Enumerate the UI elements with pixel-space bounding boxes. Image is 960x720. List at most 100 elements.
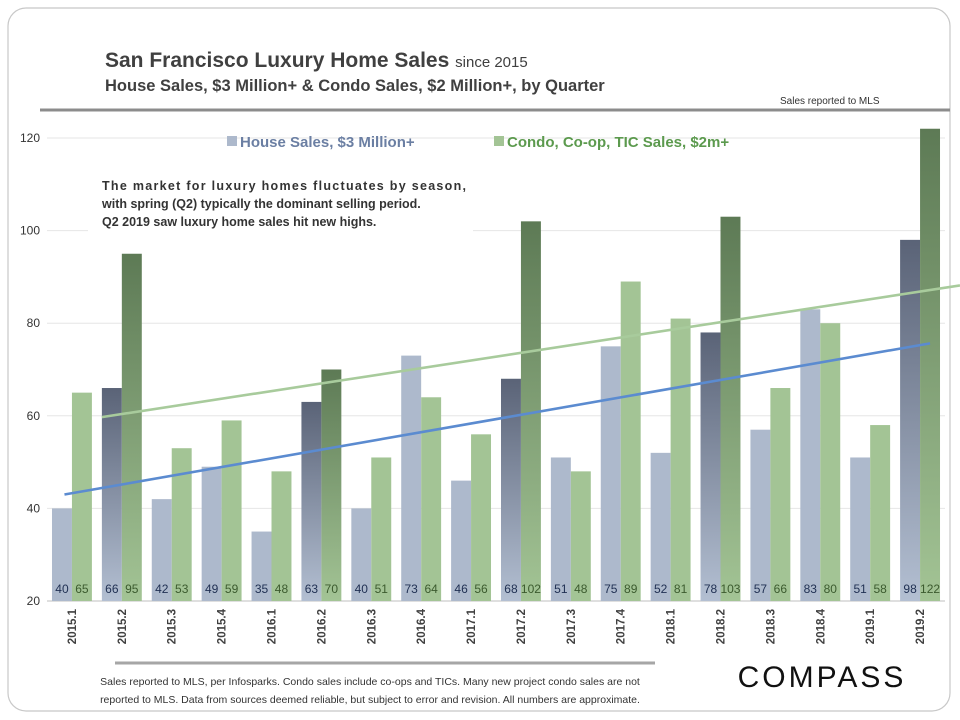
data-label-condo: 59: [225, 582, 239, 596]
footer-line-2: reported to MLS. Data from sources deeme…: [100, 694, 640, 706]
bar-condo-2017.1: [471, 434, 492, 601]
bar-house-2015.2: [101, 388, 122, 601]
data-label-house: 57: [754, 582, 768, 596]
bar-condo-2018.4: [820, 323, 841, 601]
bar-house-2017.4: [600, 346, 621, 601]
x-tick-label: 2016.2: [316, 609, 328, 644]
data-label-condo: 89: [624, 582, 638, 596]
legend: House Sales, $3 Million+ Condo, Co-op, T…: [227, 134, 729, 151]
bar-house-2016.1: [251, 531, 272, 601]
annotation-line-3: Q2 2019 saw luxury home sales hit new hi…: [102, 215, 376, 229]
data-label-condo: 80: [824, 582, 838, 596]
data-label-condo: 70: [325, 582, 339, 596]
bar-condo-2017.3: [570, 471, 591, 601]
data-label-condo: 102: [521, 582, 541, 596]
data-label-condo: 66: [774, 582, 788, 596]
x-tick-label: 2015.4: [217, 608, 229, 644]
bar-house-2016.4: [401, 355, 422, 601]
data-label-condo: 65: [75, 582, 89, 596]
bar-condo-2017.2: [520, 221, 541, 601]
data-label-house: 83: [804, 582, 818, 596]
data-label-condo: 56: [474, 582, 488, 596]
data-label-house: 35: [255, 582, 269, 596]
legend-label-condo: Condo, Co-op, TIC Sales, $2m+: [507, 134, 729, 151]
bar-condo-2016.3: [371, 457, 392, 601]
bar-condo-2018.1: [670, 318, 691, 601]
data-label-house: 51: [554, 582, 568, 596]
data-label-house: 78: [704, 582, 718, 596]
bar-condo-2015.2: [121, 253, 142, 601]
x-tick-label: 2017.2: [516, 609, 528, 644]
y-tick-label: 60: [27, 409, 41, 423]
data-label-house: 68: [504, 582, 518, 596]
data-label-house: 75: [604, 582, 618, 596]
bar-house-2018.2: [700, 332, 721, 601]
bar-condo-2015.3: [171, 448, 192, 601]
chart-title: San Francisco Luxury Home Sales since 20…: [105, 49, 528, 72]
bar-house-2019.2: [900, 239, 921, 602]
trendline-condo: [101, 284, 960, 419]
legend-label-house: House Sales, $3 Million+: [240, 134, 415, 151]
data-label-house: 66: [105, 582, 119, 596]
legend-swatch-house: [227, 136, 237, 146]
data-label-house: 40: [55, 582, 69, 596]
bar-house-2016.2: [301, 401, 322, 601]
data-label-condo: 48: [275, 582, 289, 596]
data-label-house: 73: [405, 582, 419, 596]
x-tick-label: 2015.1: [67, 608, 79, 644]
data-label-condo: 95: [125, 582, 139, 596]
data-label-house: 63: [305, 582, 319, 596]
bar-condo-2018.3: [770, 388, 791, 601]
x-tick-label: 2017.4: [616, 608, 628, 644]
bar-house-2017.3: [550, 457, 571, 601]
bar-condo-2016.4: [421, 397, 442, 601]
bar-house-2015.4: [201, 466, 222, 601]
data-label-house: 51: [854, 582, 868, 596]
x-tick-label: 2016.3: [366, 609, 378, 644]
data-label-condo: 51: [375, 582, 389, 596]
data-label-condo: 58: [873, 582, 887, 596]
bar-house-2019.1: [850, 457, 871, 601]
bar-house-2017.1: [451, 480, 472, 601]
data-label-house: 52: [654, 582, 668, 596]
bar-house-2015.3: [151, 499, 172, 601]
data-label-condo: 53: [175, 582, 189, 596]
annotation-line-1: The market for luxury homes fluctuates b…: [102, 179, 466, 193]
bar-house-2015.1: [51, 508, 72, 601]
bar-condo-2015.4: [221, 420, 242, 601]
data-label-condo: 64: [424, 582, 438, 596]
bar-condo-2019.1: [870, 425, 891, 601]
bar-house-2018.4: [800, 309, 821, 601]
annotation-line-2: with spring (Q2) typically the dominant …: [101, 197, 421, 211]
x-tick-label: 2016.1: [267, 608, 279, 644]
compass-logo: COMPASS: [738, 661, 907, 694]
y-tick-label: 40: [27, 501, 41, 515]
bar-house-2018.3: [750, 429, 771, 601]
bar-house-2016.3: [351, 508, 372, 601]
x-tick-label: 2019.2: [915, 609, 927, 644]
x-tick-label: 2018.3: [765, 609, 777, 644]
source-note: Sales reported to MLS: [780, 96, 880, 107]
data-label-house: 42: [155, 582, 169, 596]
x-tick-label: 2017.1: [466, 608, 478, 644]
data-label-house: 40: [355, 582, 369, 596]
data-label-house: 49: [205, 582, 219, 596]
data-label-house: 46: [454, 582, 468, 596]
data-label-condo: 122: [920, 582, 940, 596]
bar-condo-2015.1: [71, 392, 92, 601]
bar-house-2018.1: [650, 452, 671, 601]
x-tick-label: 2018.1: [666, 608, 678, 644]
trendline-house: [64, 342, 931, 496]
y-tick-label: 100: [20, 224, 40, 238]
y-tick-label: 20: [27, 594, 41, 608]
y-tick-label: 80: [27, 316, 41, 330]
footer-line-1: Sales reported to MLS, per Infosparks. C…: [100, 676, 640, 688]
x-tick-label: 2016.4: [416, 608, 428, 644]
bar-condo-2016.1: [271, 471, 292, 601]
bar-condo-2019.2: [920, 128, 941, 602]
bar-condo-2016.2: [321, 369, 342, 601]
x-tick-label: 2019.1: [865, 608, 877, 644]
x-tick-label: 2015.2: [117, 609, 129, 644]
data-label-house: 98: [903, 582, 917, 596]
annotation-box: [88, 168, 473, 248]
